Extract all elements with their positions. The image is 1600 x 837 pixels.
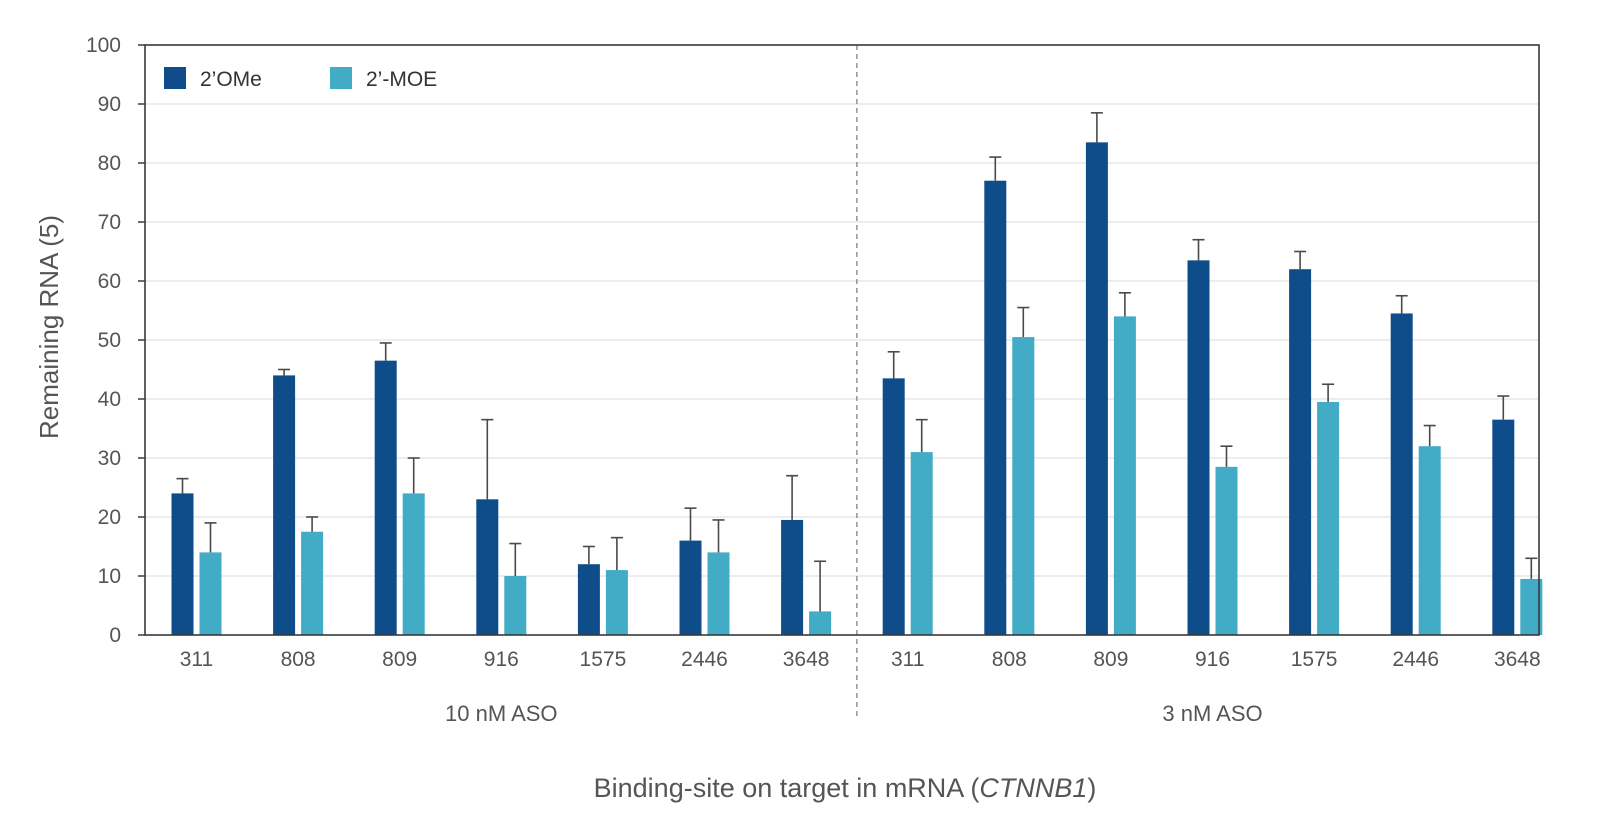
bar bbox=[1492, 419, 1515, 635]
bar bbox=[1187, 260, 1210, 635]
y-tick-label: 40 bbox=[98, 388, 121, 411]
y-tick-label: 50 bbox=[98, 329, 121, 352]
bar bbox=[1418, 446, 1441, 635]
bar bbox=[1085, 142, 1108, 635]
bar bbox=[984, 180, 1007, 635]
bar bbox=[1390, 313, 1413, 635]
bar bbox=[707, 552, 730, 635]
bar bbox=[1215, 466, 1238, 635]
x-tick-label: 916 bbox=[1195, 648, 1230, 671]
x-tick-label: 1575 bbox=[580, 648, 627, 671]
legend-swatch bbox=[164, 67, 186, 89]
bar bbox=[199, 552, 222, 635]
y-tick-label: 90 bbox=[98, 93, 121, 116]
legend-label: 2’-MOE bbox=[366, 68, 437, 91]
x-tick-label: 808 bbox=[992, 648, 1027, 671]
y-tick-label: 0 bbox=[109, 624, 121, 647]
x-tick-label: 809 bbox=[382, 648, 417, 671]
bar-layer bbox=[171, 112, 1543, 635]
bar bbox=[910, 452, 933, 635]
bar bbox=[402, 493, 425, 635]
legend-label: 2’OMe bbox=[200, 68, 262, 91]
x-tick-label: 808 bbox=[281, 648, 316, 671]
x-tick-label: 311 bbox=[891, 648, 924, 671]
bar bbox=[809, 611, 832, 635]
legend-swatch bbox=[330, 67, 352, 89]
y-tick-label: 100 bbox=[86, 34, 121, 57]
bar bbox=[1289, 269, 1312, 635]
y-tick-label: 60 bbox=[98, 270, 121, 293]
x-tick-label: 1575 bbox=[1291, 648, 1338, 671]
x-axis-title-main: Binding-site on target in mRNA ( bbox=[594, 773, 980, 803]
y-tick-label: 10 bbox=[98, 565, 121, 588]
bar bbox=[171, 493, 194, 635]
bar bbox=[301, 531, 324, 635]
y-tick-label: 20 bbox=[98, 506, 121, 529]
bar bbox=[679, 540, 702, 635]
bar bbox=[374, 360, 397, 635]
x-tick-label: 2446 bbox=[1392, 648, 1439, 671]
x-axis-title-italic: CTNNB1 bbox=[979, 773, 1087, 803]
x-axis-title-suffix: ) bbox=[1087, 773, 1096, 803]
plot-frame bbox=[144, 44, 1540, 636]
x-tick-label: 916 bbox=[484, 648, 519, 671]
x-tick-label: 3648 bbox=[1494, 648, 1541, 671]
bar bbox=[273, 375, 296, 635]
x-tick-label: 2446 bbox=[681, 648, 728, 671]
group-label: 10 nM ASO bbox=[445, 701, 558, 726]
bar bbox=[577, 564, 600, 635]
bar bbox=[882, 378, 905, 635]
bar bbox=[781, 519, 804, 635]
y-tick-label: 80 bbox=[98, 152, 121, 175]
bar bbox=[504, 576, 527, 635]
legend: 2’OMe 2’-MOE bbox=[164, 67, 437, 91]
group-label: 3 nM ASO bbox=[1162, 701, 1262, 726]
y-tick-label: 70 bbox=[98, 211, 121, 234]
x-tick-label: 3648 bbox=[783, 648, 830, 671]
x-tick-label: 809 bbox=[1093, 648, 1128, 671]
bar bbox=[1113, 316, 1136, 635]
bar bbox=[605, 570, 628, 635]
bar bbox=[1520, 578, 1543, 635]
y-axis-title: Remaining RNA (5) bbox=[34, 215, 64, 439]
bar bbox=[476, 499, 499, 635]
axis-layer bbox=[138, 44, 1540, 720]
label-layer: 0 10 20 30 40 50 60 70 80 90 100 311 808 809 916 1575 24… bbox=[86, 34, 1541, 726]
x-tick-label: 311 bbox=[180, 648, 213, 671]
x-axis-title: Binding-site on target in mRNA (CTNNB1) bbox=[594, 773, 1097, 803]
y-tick-label: 30 bbox=[98, 447, 121, 470]
bar bbox=[1012, 337, 1035, 635]
bar bbox=[1317, 401, 1340, 635]
